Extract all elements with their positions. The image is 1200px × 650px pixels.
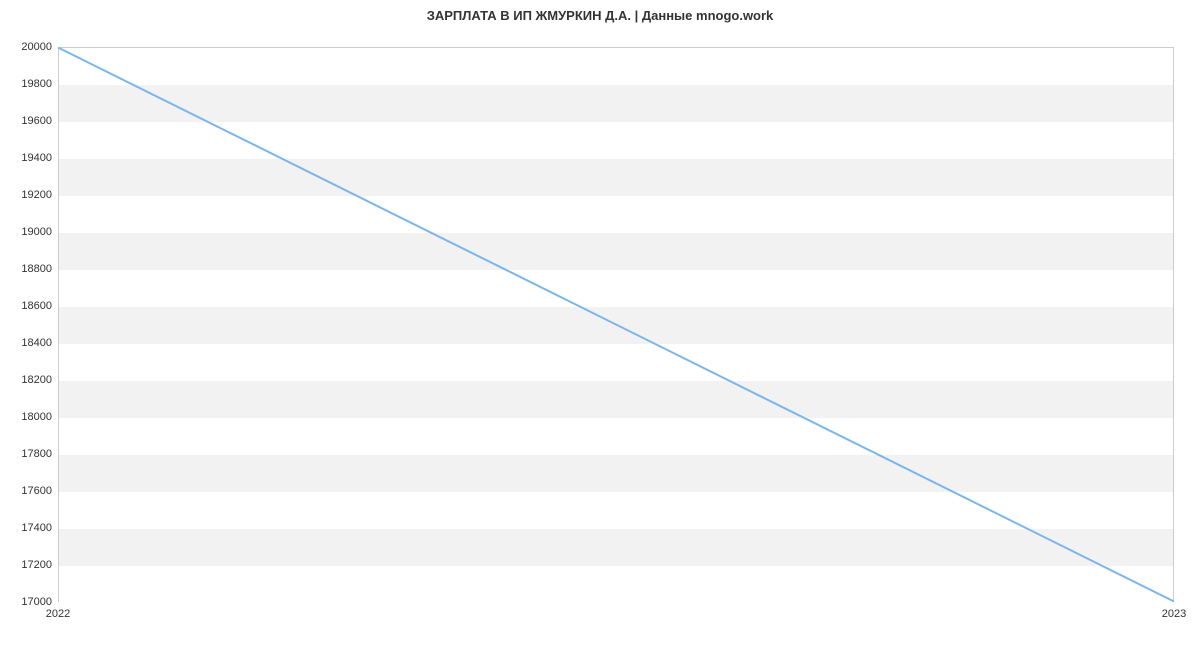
y-tick-label: 18000 (21, 411, 52, 423)
y-tick-label: 19800 (21, 78, 52, 90)
salary-line-chart: ЗАРПЛАТА В ИП ЖМУРКИН Д.А. | Данные mnog… (0, 0, 1200, 650)
line-series-layer (59, 48, 1173, 601)
y-tick-label: 18200 (21, 374, 52, 386)
y-tick-label: 19000 (21, 226, 52, 238)
x-tick-label: 2022 (46, 608, 70, 620)
y-tick-label: 19200 (21, 189, 52, 201)
y-tick-label: 17400 (21, 522, 52, 534)
chart-title: ЗАРПЛАТА В ИП ЖМУРКИН Д.А. | Данные mnog… (0, 8, 1200, 23)
y-tick-label: 17600 (21, 485, 52, 497)
y-tick-label: 18800 (21, 263, 52, 275)
y-tick-label: 18600 (21, 300, 52, 312)
y-tick-label: 17800 (21, 448, 52, 460)
y-tick-label: 17200 (21, 559, 52, 571)
plot-area (58, 47, 1174, 602)
x-tick-label: 2023 (1162, 608, 1186, 620)
series-line-salary (59, 48, 1173, 601)
y-tick-label: 19400 (21, 152, 52, 164)
y-tick-label: 20000 (21, 41, 52, 53)
y-tick-label: 17000 (21, 596, 52, 608)
y-tick-label: 19600 (21, 115, 52, 127)
y-tick-label: 18400 (21, 337, 52, 349)
